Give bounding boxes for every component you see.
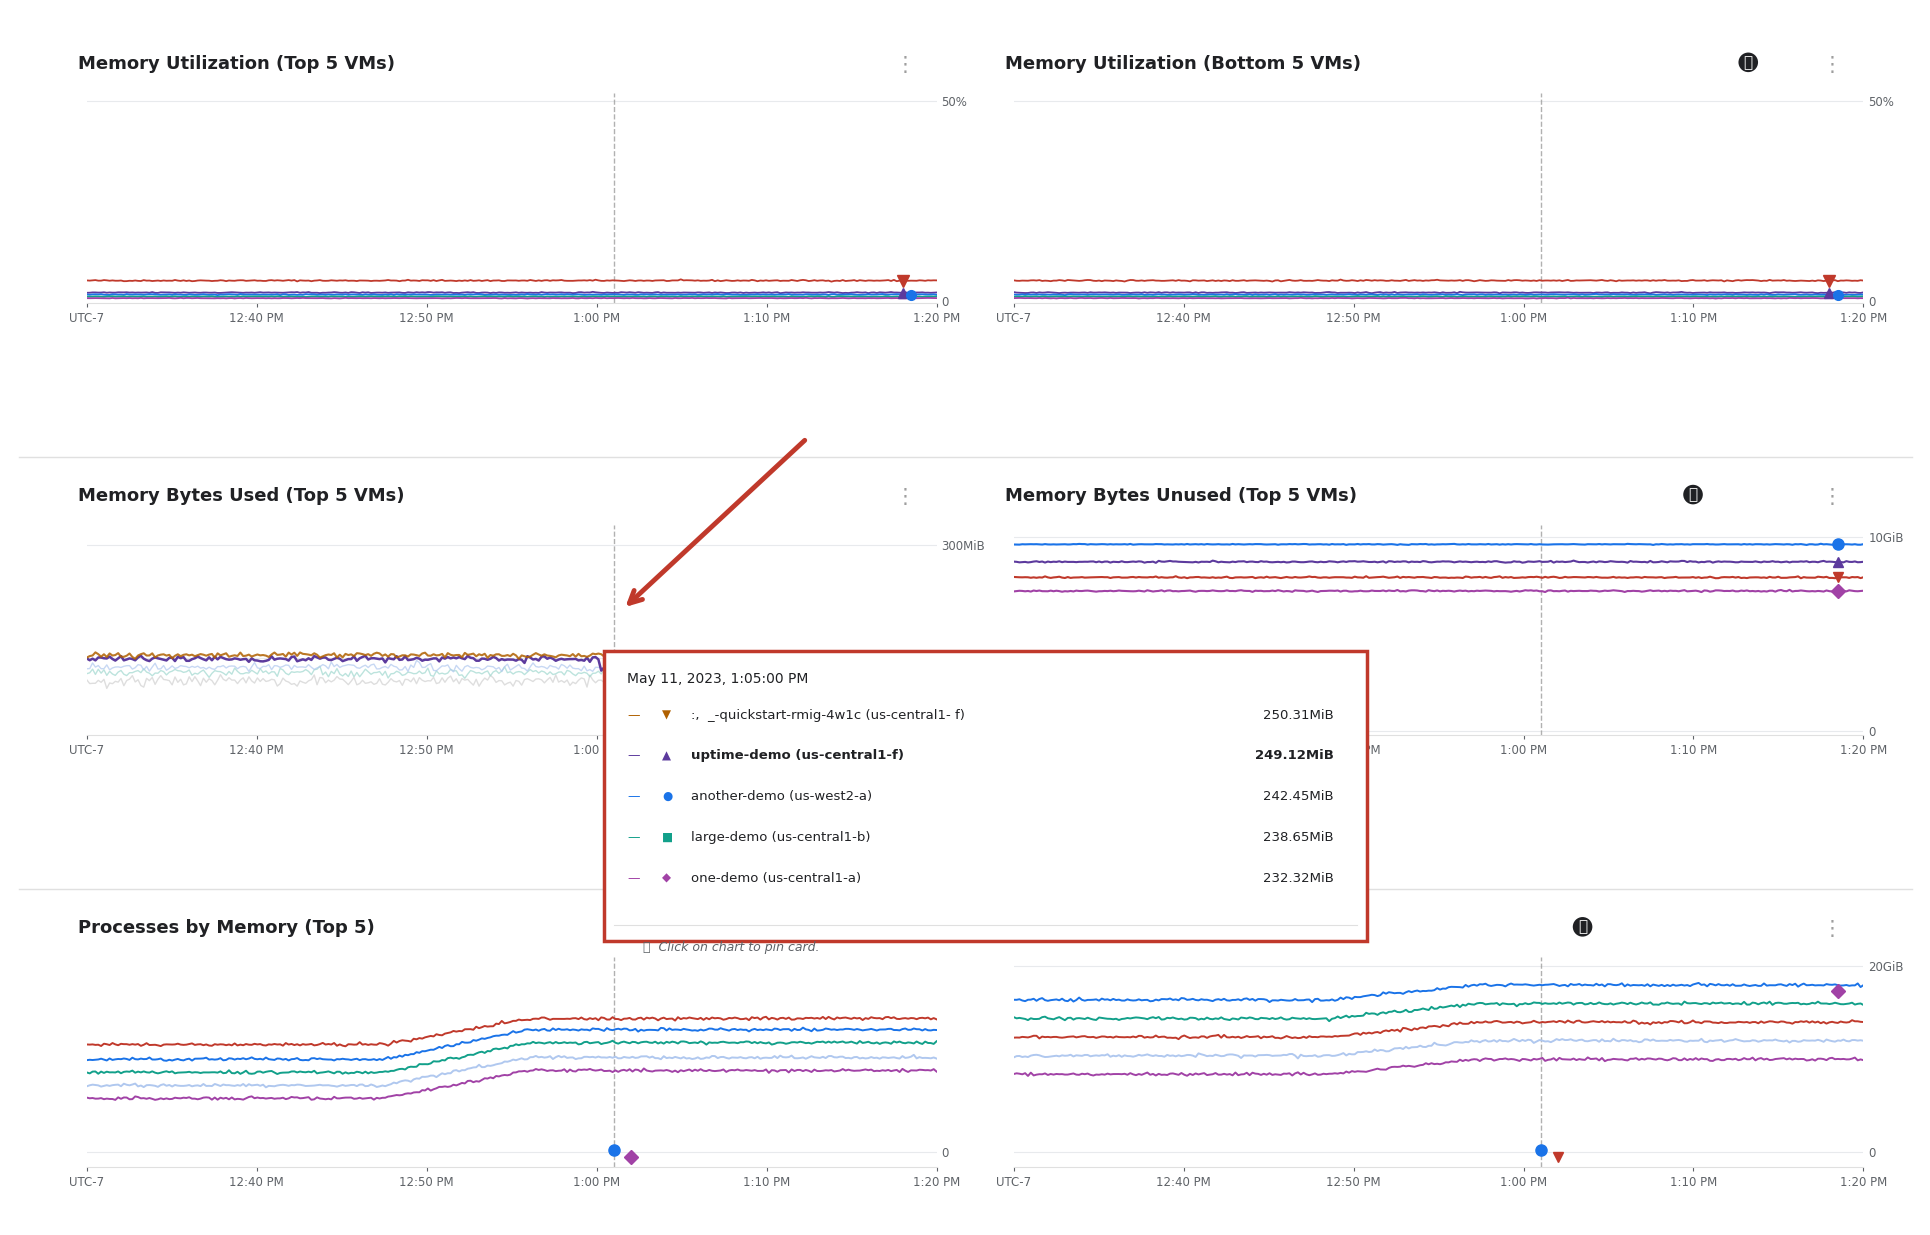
Text: one-demo (us-central1-a): one-demo (us-central1-a) [691, 872, 861, 884]
Text: ⋮: ⋮ [894, 54, 915, 75]
Text: ❓: ❓ [1577, 919, 1586, 935]
Text: 232.32MiB: 232.32MiB [1262, 872, 1334, 884]
Text: uptime-demo (us-central1-f): uptime-demo (us-central1-f) [691, 750, 903, 762]
Text: 242.45MiB: 242.45MiB [1262, 790, 1334, 803]
Text: ⋮: ⋮ [1820, 54, 1841, 75]
Text: ⋮: ⋮ [1820, 919, 1841, 940]
Text: 250.31MiB: 250.31MiB [1262, 709, 1334, 721]
Text: ●: ● [662, 790, 672, 803]
Text: Processes by Memory (Top 5): Processes by Memory (Top 5) [79, 919, 374, 937]
Text: 249.12MiB: 249.12MiB [1254, 750, 1334, 762]
Text: ⋮: ⋮ [894, 919, 915, 940]
Text: —: — [627, 750, 639, 762]
Text: May 11, 2023, 1:05:00 PM: May 11, 2023, 1:05:00 PM [627, 672, 809, 685]
Text: Memory Utilization (Top 5 VMs): Memory Utilization (Top 5 VMs) [79, 54, 396, 73]
Text: ◆: ◆ [662, 872, 670, 884]
Text: ❓: ❓ [1687, 487, 1696, 503]
Text: Memory Bytes Used (Top 5 VMs): Memory Bytes Used (Top 5 VMs) [79, 487, 405, 505]
Text: ▼: ▼ [662, 709, 670, 721]
Text: :,  _-quickstart-rmig-4w1c (us-central1- f): :, _-quickstart-rmig-4w1c (us-central1- … [691, 709, 965, 721]
Text: 238.65MiB: 238.65MiB [1262, 831, 1334, 844]
Text: Memory Bytes Unused (Top 5 VMs): Memory Bytes Unused (Top 5 VMs) [1006, 487, 1357, 505]
Text: large-demo (us-central1-b): large-demo (us-central1-b) [691, 831, 870, 844]
Text: Memory by…ss VMs): Memory by…ss VMs) [1006, 919, 1214, 937]
Text: another-demo (us-west2-a): another-demo (us-west2-a) [691, 790, 872, 803]
Text: ⋮: ⋮ [1820, 487, 1841, 508]
Text: 📌  Click on chart to pin card.: 📌 Click on chart to pin card. [643, 941, 818, 953]
Text: —: — [627, 790, 639, 803]
Text: ⋮: ⋮ [894, 487, 915, 508]
Text: ❓: ❓ [1743, 54, 1752, 70]
Text: ■: ■ [662, 831, 674, 844]
Text: —: — [627, 872, 639, 884]
Text: Memory by…: Memory by… [1168, 672, 1264, 687]
Text: —: — [627, 709, 639, 721]
Text: —: — [627, 831, 639, 844]
Text: Memory Utilization (Bottom 5 VMs): Memory Utilization (Bottom 5 VMs) [1006, 54, 1361, 73]
Text: ▲: ▲ [662, 750, 670, 762]
